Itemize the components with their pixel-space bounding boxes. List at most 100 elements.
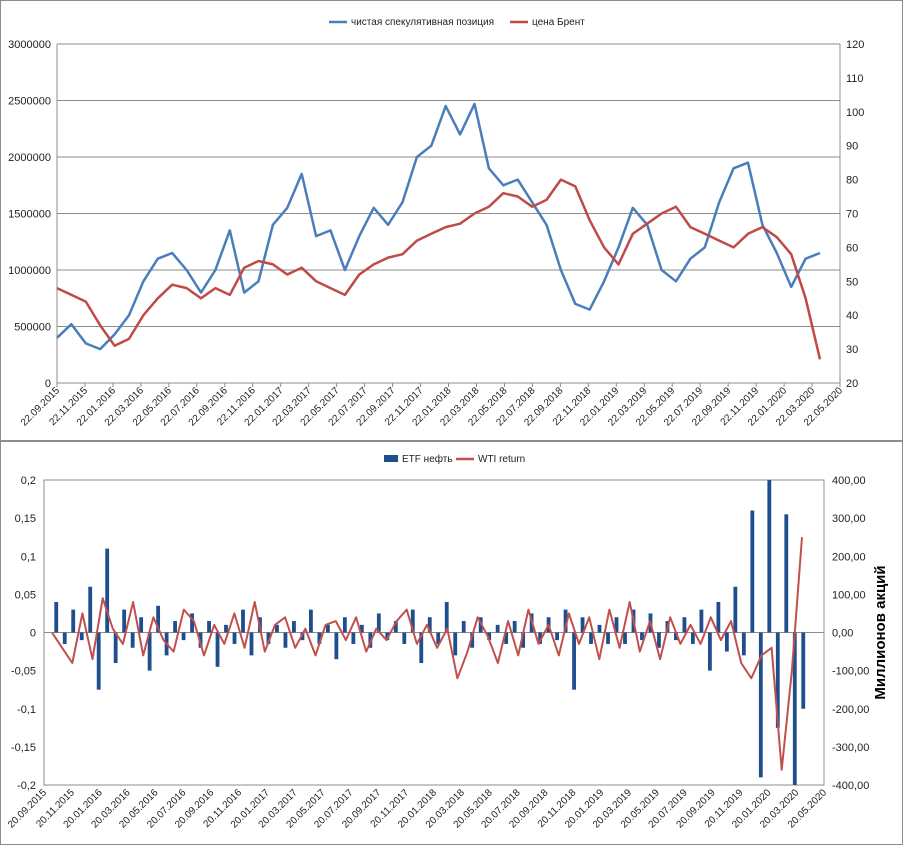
bar-etf [606, 632, 610, 644]
bar-etf [266, 632, 271, 644]
bar-etf [334, 632, 339, 660]
bar-etf [580, 617, 585, 633]
bar-etf [444, 602, 449, 633]
bar-etf [122, 609, 127, 633]
bar-etf [173, 621, 177, 633]
bottom-y-right-tick: -100,00 [832, 666, 869, 678]
bar-etf [376, 613, 381, 633]
bar-etf [181, 632, 186, 641]
legend-label-etf: ETF нефть [402, 453, 453, 465]
bar-etf [232, 632, 237, 644]
top-y-right-tick: 40 [846, 310, 858, 322]
bottom-y-left-tick: 0,2 [21, 475, 36, 487]
bar-etf [775, 632, 780, 728]
top-y-right-tick: 20 [846, 378, 858, 390]
top-y-left-tick: 0 [45, 378, 51, 390]
bar-etf [741, 632, 746, 656]
bar-etf [283, 632, 288, 648]
bar-etf [249, 632, 254, 656]
bar-etf [767, 480, 772, 633]
bottom-y-right-tick: 0,00 [832, 628, 853, 640]
bottom-y-left-tick: -0,05 [11, 666, 36, 678]
bar-etf [198, 632, 203, 648]
bar-etf [207, 621, 211, 633]
bar-etf [139, 617, 144, 633]
legend-swatch-etf [384, 455, 398, 462]
top-y-right-tick: 80 [846, 175, 858, 187]
bar-etf [512, 621, 517, 633]
bar-etf [105, 548, 110, 633]
bar-etf [359, 624, 364, 633]
top-y-right-tick: 50 [846, 276, 858, 288]
bar-etf [614, 617, 619, 633]
bar-etf [521, 632, 526, 648]
bar-etf [325, 624, 330, 633]
bar-etf [130, 632, 135, 648]
bar-etf [385, 632, 390, 641]
bar-etf [682, 617, 687, 633]
bar-etf [691, 632, 695, 644]
bottom-y-left-tick: -0,2 [17, 780, 36, 792]
bottom-y-right-title: Миллионов акций [872, 565, 889, 699]
bottom-y-right-tick: -200,00 [832, 704, 869, 716]
bar-etf [54, 602, 59, 633]
bar-etf [96, 632, 101, 690]
top-y-left-tick: 2000000 [8, 152, 51, 164]
series-line-brent [56, 178, 822, 360]
bar-etf [504, 632, 509, 644]
bottom-y-right-tick: -400,00 [832, 780, 869, 792]
legend-label-wti: WTI return [478, 454, 525, 465]
bar-etf [801, 632, 806, 709]
bottom-y-left-tick: 0,1 [21, 551, 36, 563]
top-y-right-tick: 120 [846, 39, 864, 51]
bar-etf [733, 586, 738, 633]
legend-label-brent: цена Брент [532, 17, 585, 28]
bottom-y-left-tick: -0,15 [11, 742, 36, 754]
bar-etf [436, 632, 441, 644]
bar-etf [79, 632, 84, 641]
bottom-legend: ETF нефть WTI return [384, 453, 525, 465]
series-line-wti [51, 537, 803, 771]
bar-etf [640, 632, 644, 641]
bar-etf [147, 632, 152, 671]
bar-etf [657, 632, 661, 648]
top-y-left-tick: 3000000 [8, 39, 51, 51]
top-y-right-tick: 30 [846, 344, 858, 356]
bar-etf [275, 624, 279, 633]
bar-etf [538, 632, 543, 644]
top-y-right-tick: 60 [846, 242, 858, 254]
bottom-y-left-tick: 0,05 [15, 589, 36, 601]
top-y-right-tick: 110 [846, 73, 864, 85]
bar-etf [495, 624, 500, 633]
bar-etf [707, 632, 712, 671]
top-y-right-tick: 70 [846, 209, 858, 221]
bar-etf [351, 632, 356, 644]
bar-etf [792, 632, 797, 785]
bar-etf [156, 605, 161, 633]
top-y-left-tick: 500000 [14, 322, 51, 334]
bar-etf [758, 632, 763, 778]
bar-etf [589, 632, 593, 644]
bar-etf [402, 632, 407, 644]
bar-etf [113, 632, 118, 663]
bottom-chart-border [0, 441, 903, 845]
top-y-right-tick: 100 [846, 107, 864, 119]
bar-etf [342, 617, 347, 633]
top-y-left-tick: 1500000 [8, 209, 51, 221]
bar-etf [716, 602, 721, 633]
top-y-right-tick: 90 [846, 141, 858, 153]
bottom-y-left-tick: 0 [30, 628, 36, 640]
bar-etf [572, 632, 576, 690]
bar-etf [750, 510, 755, 633]
bottom-y-right-tick: 400,00 [832, 475, 866, 487]
bar-etf [623, 632, 627, 644]
bar-etf [784, 514, 789, 633]
bar-etf [62, 632, 67, 644]
bar-etf [410, 609, 415, 633]
bar-etf [190, 613, 194, 633]
bar-etf [224, 624, 228, 633]
top-y-left-tick: 2500000 [8, 96, 51, 108]
bar-etf [563, 609, 568, 633]
